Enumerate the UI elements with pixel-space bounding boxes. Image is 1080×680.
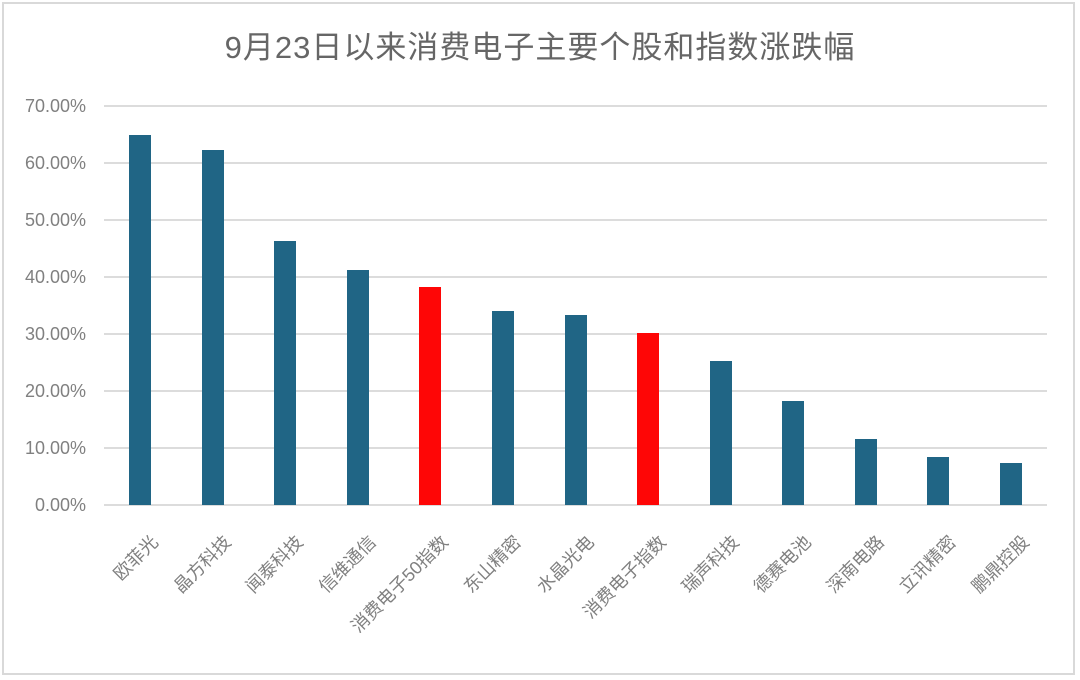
bar-消费电子指数	[637, 333, 660, 505]
x-axis-label: 闻泰科技	[242, 531, 308, 597]
bar-晶方科技	[201, 149, 224, 505]
bar-东山精密	[491, 310, 514, 505]
x-axis-label: 立讯精密	[895, 531, 961, 597]
bar-闻泰科技	[274, 240, 297, 505]
y-axis-tick-label: 30.00%	[24, 324, 86, 344]
gridline	[104, 504, 1047, 506]
gridline	[104, 162, 1047, 164]
bar-深南电路	[854, 439, 877, 505]
x-axis-label: 鹏鼎控股	[967, 531, 1033, 597]
x-axis-label: 深南电路	[822, 531, 888, 597]
x-axis-label: 德赛电池	[750, 531, 816, 597]
y-axis-tick-label: 70.00%	[24, 96, 86, 116]
bar-信维通信	[346, 270, 369, 505]
x-axis-label: 欧菲光	[109, 531, 163, 585]
bar-水晶光电	[564, 315, 587, 505]
x-axis-label: 瑞声科技	[677, 531, 743, 597]
y-axis-tick-label: 60.00%	[24, 153, 86, 173]
bar-消费电子50指数	[419, 287, 442, 505]
x-axis-label: 信维通信	[314, 531, 380, 597]
plot-area	[104, 105, 1047, 506]
bar-欧菲光	[129, 134, 152, 505]
y-axis-tick-label: 40.00%	[24, 267, 86, 287]
y-axis-tick-label: 50.00%	[24, 210, 86, 230]
y-axis-tick-label: 10.00%	[24, 438, 86, 458]
gridline	[104, 105, 1047, 107]
gridline	[104, 276, 1047, 278]
bar-鹏鼎控股	[999, 463, 1022, 505]
gridline	[104, 219, 1047, 221]
x-axis-label: 晶方科技	[169, 531, 235, 597]
bar-德赛电池	[782, 400, 805, 505]
chart-title: 9月23日以来消费电子主要个股和指数涨跌幅	[224, 30, 856, 65]
y-axis-tick-label: 0.00%	[34, 495, 86, 515]
y-axis-tick-label: 20.00%	[24, 381, 86, 401]
bar-立讯精密	[927, 456, 950, 505]
x-axis-label: 水晶光电	[532, 531, 598, 597]
x-axis-label: 东山精密	[459, 531, 525, 597]
bar-瑞声科技	[709, 360, 732, 505]
